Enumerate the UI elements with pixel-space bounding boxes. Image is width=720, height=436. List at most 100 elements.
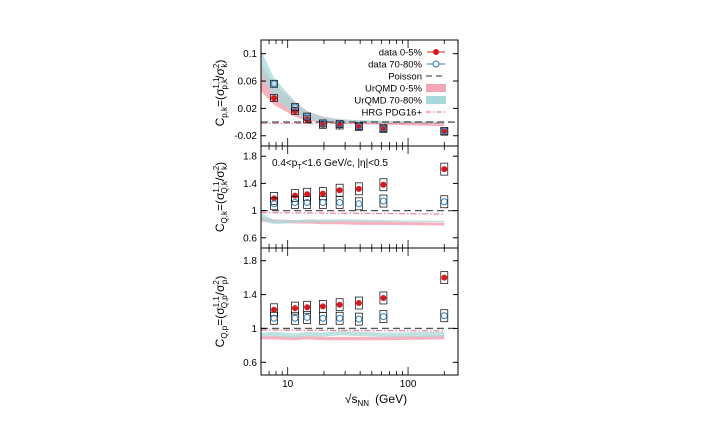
data-70-80-point	[379, 197, 387, 205]
syst-box	[379, 291, 388, 305]
hrg-line	[260, 212, 445, 215]
y-tick-label: 1.8	[243, 152, 257, 163]
y-tick-label: 0.6	[243, 233, 257, 244]
data-0-5-point	[380, 181, 387, 188]
data-0-5-point	[355, 185, 362, 192]
syst-box	[379, 178, 388, 192]
x-axis-label: √sNN (GeV)	[345, 392, 407, 408]
data-0-5-point	[292, 192, 299, 199]
syst-box	[354, 312, 363, 326]
legend-hrg: HRG PDG16+	[362, 108, 423, 119]
data-70-80-point	[336, 198, 344, 206]
data-0-5-point	[336, 301, 343, 308]
data-70-80-point	[319, 314, 327, 322]
y-axis-label: CQ,k=(σ1,1Q,k/σ2k)	[212, 162, 229, 232]
legend-marker-data-0-5	[433, 49, 439, 55]
data-70-80-point	[379, 124, 387, 132]
y-tick-label: 1.8	[243, 256, 257, 267]
y-tick-label: 0.6	[243, 358, 257, 369]
panel-frame	[260, 247, 459, 376]
syst-box	[291, 107, 299, 115]
legend-urqmd-0-5: UrQMD 0-5%	[365, 84, 423, 95]
data-70-80-point	[291, 198, 299, 206]
data-0-5-point	[319, 190, 326, 197]
syst-box	[270, 303, 278, 317]
syst-box	[270, 311, 278, 325]
syst-box	[354, 197, 363, 211]
syst-box	[270, 94, 278, 102]
data-70-80-point	[355, 315, 363, 323]
data-70-80-point	[440, 198, 448, 206]
data-70-80-point	[270, 80, 278, 88]
syst-box	[440, 271, 449, 284]
data-0-5-point	[336, 187, 343, 194]
legend-data-70-80: data 70-80%	[368, 60, 422, 71]
data-0-5-point	[441, 274, 448, 281]
hrg-line	[260, 329, 445, 332]
data-0-5-point	[319, 303, 326, 310]
syst-box	[379, 194, 388, 208]
legend-marker-urqmd-0-5	[426, 84, 446, 92]
data-0-5-point	[271, 95, 278, 102]
syst-box	[379, 310, 388, 323]
data-0-5-point	[355, 300, 362, 307]
y-tick-label: 1.4	[243, 179, 257, 190]
data-0-5-point	[271, 306, 278, 313]
data-0-5-point	[271, 195, 278, 202]
x-tick-label: 10	[282, 379, 294, 390]
data-70-80-point	[319, 198, 327, 206]
syst-box	[440, 162, 449, 176]
data-0-5-point	[304, 191, 311, 198]
y-tick-label: 1	[251, 324, 257, 335]
syst-box	[319, 196, 327, 209]
panel-2: 1.8 1.4 1 0.6 CQ,k=(σ1,1Q,k/σ2k) 0.4<pT<1.6 G…	[212, 145, 459, 249]
y-tick-label: 1.4	[243, 290, 257, 301]
y-tick-label: -0.02	[234, 131, 257, 142]
data-70-80-point	[355, 200, 363, 208]
legend-data-0-5: data 0-5%	[379, 48, 423, 59]
x-tick-label: 100	[400, 379, 417, 390]
y-tick-label: 0.02	[238, 104, 258, 115]
data-70-80-point	[291, 314, 299, 322]
syst-box	[291, 189, 299, 202]
data-0-5-point	[441, 166, 448, 173]
legend-marker-urqmd-70-80	[426, 96, 446, 104]
data-70-80-point	[336, 120, 344, 128]
data-70-80-point	[440, 312, 448, 320]
syst-box	[303, 187, 311, 201]
data-70-80-point	[440, 127, 448, 135]
data-70-80-point	[336, 314, 344, 322]
urqmd-band-0-5	[261, 335, 445, 341]
data-0-5-point	[292, 305, 299, 312]
data-70-80-point	[379, 313, 387, 321]
data-70-80-point	[291, 103, 299, 111]
syst-box	[354, 296, 363, 310]
urqmd-band-70-80	[261, 213, 445, 225]
data-70-80-point	[303, 113, 311, 121]
data-70-80-point	[270, 200, 278, 208]
y-tick-label: 0.1	[243, 49, 257, 60]
y-tick-label: 0.06	[238, 77, 258, 88]
syst-box	[335, 311, 344, 325]
legend-urqmd-70-80: UrQMD 70-80%	[354, 96, 422, 107]
syst-box	[440, 195, 449, 209]
syst-box	[291, 301, 299, 315]
syst-box	[303, 300, 311, 314]
data-70-80-point	[270, 314, 278, 322]
syst-box	[335, 196, 344, 209]
data-0-5-point	[304, 304, 311, 311]
syst-box	[354, 182, 363, 196]
data-70-80-point	[303, 198, 311, 206]
syst-box	[319, 311, 327, 325]
syst-box	[303, 196, 311, 209]
data-70-80-point	[355, 122, 363, 130]
data-70-80-point	[303, 313, 311, 321]
data-70-80-point	[319, 119, 327, 127]
urqmd-band-70-80	[261, 331, 445, 338]
panel-3: 1.8 1.4 1 0.6 CQ,p=(σ1,1Q,p/σ2p)	[212, 247, 459, 376]
kinematic-annotation: 0.4<pT<1.6 GeV/c, |η|<0.5	[272, 158, 388, 171]
y-tick-label: 1	[251, 206, 257, 217]
panel-1: 0.1 0.06 0.02 -0.02 Cp,k=(σ1,1p,k/σ2k) data 0…	[212, 39, 459, 147]
legend-poisson: Poisson	[388, 72, 422, 83]
